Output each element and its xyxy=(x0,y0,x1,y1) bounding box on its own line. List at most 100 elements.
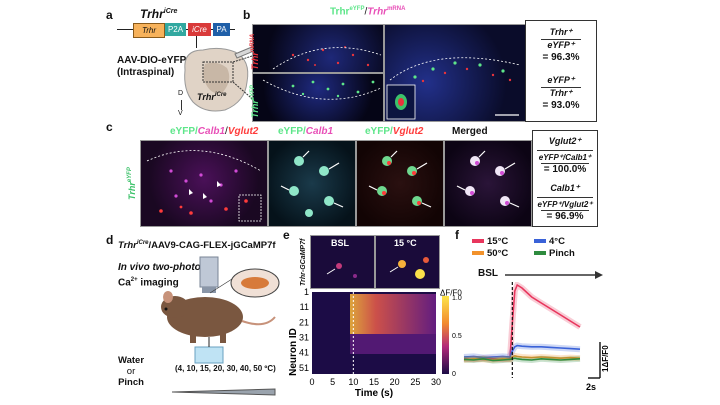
construct-p2a: P2A xyxy=(165,23,186,36)
trace-line xyxy=(463,344,581,359)
construct-pa: PA xyxy=(213,23,230,36)
panel-f-legend: 15°C 4°C 50°C Pinch xyxy=(472,236,602,260)
heatmap-x-ticks: 0 5 10 15 20 25 30 xyxy=(309,377,441,387)
panel-c-header-4: Merged xyxy=(452,126,488,137)
calcium-image-15c: 15 °C xyxy=(375,235,440,289)
virus-label: AAV-DIO-eYFP (Intraspinal) xyxy=(117,55,186,79)
panel-b-title-g: Trhr xyxy=(330,6,350,18)
calcium-bsl-spots xyxy=(326,263,357,278)
panel-b-title: TrhreYFP/TrhrmRNA xyxy=(330,6,405,17)
panel-label-a: a xyxy=(106,8,113,22)
stat-b1-l2: eYFP⁺ xyxy=(541,39,581,51)
heatmap-y-tick: 41 xyxy=(299,348,309,358)
panel-b-side-bottom-sup: eYFP xyxy=(250,85,256,101)
stat-c1-head: Vglut2⁺ xyxy=(548,136,582,146)
heatmap-response-band xyxy=(350,294,436,334)
legend-item: 50°C xyxy=(472,248,534,260)
heatmap-y-tick: 1 xyxy=(304,288,309,297)
stat-c2-sub: eYFP⁺/Vglut2⁺ xyxy=(537,197,593,209)
stat-b2-l2: Trhr⁺ xyxy=(541,87,581,99)
panel-b-title-g-sup: eYFP xyxy=(349,6,365,12)
spinal-cord-diagram xyxy=(184,43,265,112)
construct-icre: iCre xyxy=(188,23,211,36)
panel-d-stim: Water or Pinch xyxy=(118,355,144,388)
legend-swatch xyxy=(534,251,546,256)
panel-label-b: b xyxy=(243,8,251,22)
calcium-15c-spots xyxy=(389,257,429,279)
dots-b-large xyxy=(386,57,521,120)
heatmap-y-tick: 21 xyxy=(299,317,309,327)
legend-swatch xyxy=(472,251,484,256)
heatmap-x-tick: 0 xyxy=(309,377,314,387)
micrograph-c-vglut2 xyxy=(356,140,444,227)
panel-c-side: TrhreYFP xyxy=(127,167,137,200)
heatmap-y-tick: 51 xyxy=(299,363,309,373)
panel-d-line2sup: 2+ xyxy=(130,277,138,283)
heatmap-ylabel: Neuron ID xyxy=(288,328,299,376)
construct-arrow xyxy=(196,36,197,48)
panel-a-title-main: Trhr xyxy=(140,7,164,21)
scalebar-y-label: 1ΔF/F0 xyxy=(601,345,610,372)
legend-label: 50°C xyxy=(487,248,509,259)
micrograph-c-merged xyxy=(444,140,532,227)
heatmap-response-weak xyxy=(350,334,436,354)
c-h1-s: / xyxy=(225,126,228,137)
panel-d-line1: In vivo two-photon xyxy=(118,262,207,273)
axis-dv-line xyxy=(181,100,182,110)
stat-c2-head: Calb1⁺ xyxy=(550,183,580,193)
mouse-setup-illustration xyxy=(161,256,280,364)
cells-c-calb1 xyxy=(280,150,344,217)
heatmap-x-tick: 30 xyxy=(431,377,441,387)
panel-label-f: f xyxy=(455,228,459,242)
heatmap-y-tick: 11 xyxy=(300,302,309,312)
panel-b-side-bottom-main: Trhr xyxy=(250,100,260,118)
legend-item: Pinch xyxy=(534,248,596,260)
scalebar-x-label: 2s xyxy=(586,382,596,392)
micrograph-b-large xyxy=(384,24,526,122)
panel-c-header-2: eYFP/Calb1 xyxy=(278,126,333,137)
panel-d-line2: Ca2+ imaging xyxy=(118,274,207,289)
panel-label-d: d xyxy=(106,233,114,247)
c-h1-r: Vglut2 xyxy=(227,126,259,137)
panel-a-title-sup: iCre xyxy=(163,8,178,15)
stat-box-b: Trhr⁺ eYFP⁺ = 96.3% eYFP⁺ Trhr⁺ = 93.0% xyxy=(525,20,597,122)
axis-d: D xyxy=(178,90,184,97)
stat-c2-val: = 96.9% xyxy=(541,210,589,222)
colorbar-tick-min: 0 xyxy=(452,371,456,378)
heatmap-x-tick: 25 xyxy=(410,377,420,387)
colorbar-tick-mid: 0.5 xyxy=(452,333,462,340)
stat-c1-sub: eYFP⁺/Calb1⁺ xyxy=(537,150,593,162)
heatmap-y-tick: 31 xyxy=(299,333,309,343)
c-h2-m: Calb1 xyxy=(305,126,334,137)
panel-f-bsl: BSL xyxy=(478,268,498,279)
panel-d-or: or xyxy=(126,366,136,377)
cells-c-merged xyxy=(456,150,520,208)
legend-label: 15°C xyxy=(487,236,509,247)
panel-d-title-sup: iCre xyxy=(136,240,149,246)
panel-d-title-rest: /AAV9-CAG-FLEX-jGCaMP7f xyxy=(148,240,276,252)
legend-label: 4°C xyxy=(549,236,565,247)
panel-b-side-top-sup: mRNA xyxy=(250,33,256,53)
panel-d-title: TrhriCre/AAV9-CAG-FLEX-jGCaMP7f xyxy=(118,240,276,251)
virus-line2: (Intraspinal) xyxy=(117,67,175,78)
panel-d-text: In vivo two-photon Ca2+ imaging xyxy=(118,262,207,289)
c-h1-m: Calb1 xyxy=(197,126,226,137)
legend-swatch xyxy=(534,239,546,244)
calcium-side-label: Trhr-GCaMP7f xyxy=(300,238,307,286)
panel-label-c: c xyxy=(106,120,113,134)
stat-c1-val: = 100.0% xyxy=(541,163,589,175)
stat-b1-l1: Trhr⁺ xyxy=(549,27,573,37)
heatmap-x-tick: 10 xyxy=(348,377,358,387)
panel-b-side-top-main: Trhr xyxy=(250,52,260,70)
construct-trhr: Trhr xyxy=(133,23,165,38)
heatmap-x-tick: 5 xyxy=(330,377,335,387)
cells-c-vglut2 xyxy=(368,150,432,208)
stat-box-c: Vglut2⁺ eYFP⁺/Calb1⁺ = 100.0% Calb1⁺ eYF… xyxy=(532,130,598,227)
traces-chart: 1ΔF/F0 2s xyxy=(463,282,610,392)
colorbar-tick-max: 1.0 xyxy=(452,295,462,302)
forceps-icon xyxy=(171,388,276,396)
panel-b-side-top: TrhrmRNA xyxy=(250,34,260,70)
micrograph-b-top xyxy=(252,24,384,73)
panel-b-title-m: Trhr xyxy=(367,6,388,18)
